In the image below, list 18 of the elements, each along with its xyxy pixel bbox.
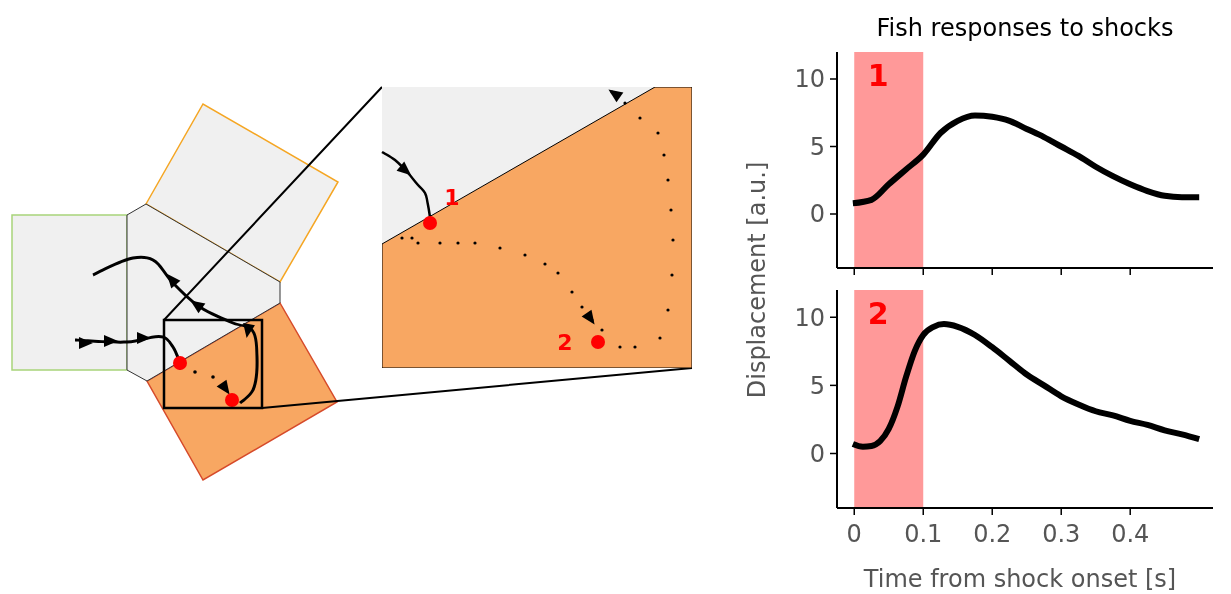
- y-tick-label: 5: [809, 132, 825, 161]
- x-tick-label: 0.4: [1111, 520, 1150, 548]
- chart-title: Fish responses to shocks: [876, 14, 1174, 42]
- x-axis-title: Time from shock onset [s]: [862, 565, 1177, 593]
- y-tick-label: 10: [794, 65, 825, 94]
- y-tick-label: 0: [809, 439, 825, 468]
- x-tick-label: 0: [846, 520, 862, 548]
- text: 1: [444, 185, 460, 210]
- x-tick-label: 0.1: [904, 520, 943, 548]
- y-tick-label: 0: [809, 200, 825, 229]
- y-tick-label: 5: [809, 371, 825, 400]
- y-axis-title: Displacement [a.u.]: [743, 161, 771, 399]
- text: 2: [557, 330, 573, 355]
- x-tick-label: 0.2: [973, 520, 1012, 548]
- y-tick-label: 10: [794, 303, 825, 332]
- x-tick-label: 0.3: [1042, 520, 1081, 548]
- band-label: 2: [867, 296, 889, 331]
- band-label: 1: [867, 58, 889, 93]
